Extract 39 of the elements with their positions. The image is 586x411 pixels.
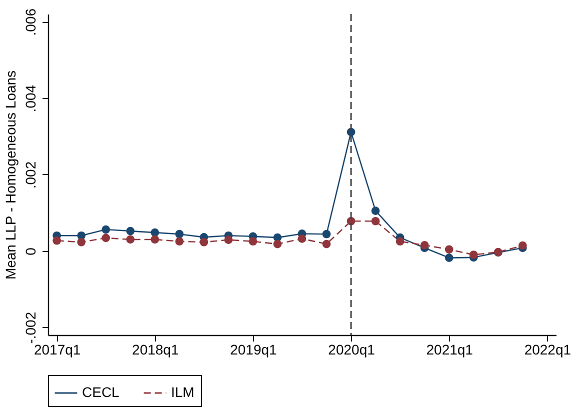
point <box>102 234 110 242</box>
point <box>469 250 478 259</box>
point <box>77 238 86 246</box>
point <box>150 228 160 237</box>
point <box>420 241 429 250</box>
point <box>518 241 527 250</box>
y-axis-title: Mean LLP - Homogeneous Loans <box>2 70 18 280</box>
point <box>444 245 454 254</box>
point <box>224 236 233 244</box>
point <box>200 238 208 246</box>
point <box>52 236 62 245</box>
legend-label: ILM <box>171 384 194 400</box>
y-tick-label: -.002 <box>22 312 38 344</box>
y-tick-label: 0 <box>22 247 38 256</box>
point <box>102 225 110 234</box>
y-tick-label: .004 <box>22 84 38 112</box>
x-tick-label: 2018q1 <box>132 342 179 358</box>
point <box>273 240 282 248</box>
point <box>175 230 184 238</box>
legend-label: CECL <box>82 384 120 400</box>
point <box>371 206 380 215</box>
point <box>248 237 258 246</box>
point <box>126 235 135 244</box>
point <box>150 235 160 244</box>
point <box>322 240 331 248</box>
y-tick-label: .006 <box>22 8 38 36</box>
point <box>298 234 306 243</box>
point <box>371 216 380 226</box>
x-tick-label: 2020q1 <box>328 342 376 358</box>
x-tick-label: 2019q1 <box>230 342 278 358</box>
y-tick-label: .002 <box>22 161 38 189</box>
point <box>322 230 331 238</box>
point <box>396 237 404 246</box>
x-tick-label: 2021q1 <box>426 342 474 358</box>
point <box>444 254 454 262</box>
point <box>126 226 135 236</box>
x-tick-label: 2022q1 <box>524 342 572 358</box>
point <box>175 237 184 246</box>
x-tick-label: 2017q1 <box>34 342 81 358</box>
